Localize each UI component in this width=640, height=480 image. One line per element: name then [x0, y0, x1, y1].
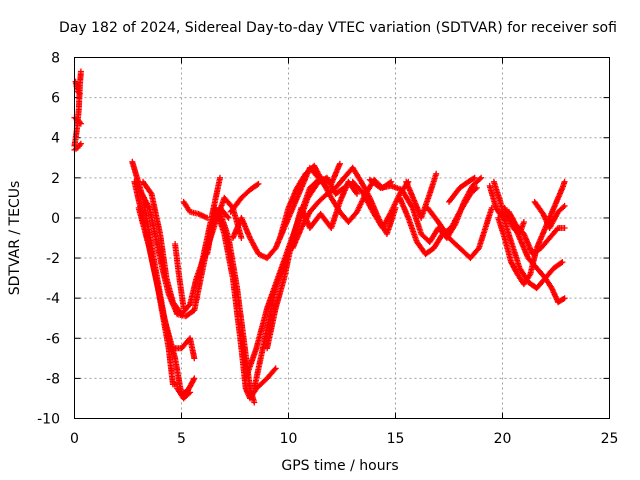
plus-markers — [72, 78, 83, 97]
series-arc-6 — [172, 241, 187, 312]
x-tick-label: 0 — [70, 431, 79, 447]
x-tick-label: 10 — [280, 431, 298, 447]
y-tick-label: 6 — [51, 91, 60, 107]
plus-markers — [217, 208, 258, 406]
plus-markers — [135, 204, 198, 362]
series-arc-early-d — [72, 78, 83, 97]
series-arc-16 — [264, 178, 360, 352]
series-arc-22 — [403, 170, 440, 221]
plus-markers — [229, 164, 330, 262]
plus-markers — [424, 204, 495, 262]
plus-markers — [180, 198, 211, 221]
y-axis-label: SDTVAR / TECUs — [7, 181, 23, 296]
x-tick-label: 15 — [387, 431, 405, 447]
plus-markers — [446, 174, 478, 205]
y-tick-label: -6 — [46, 331, 60, 347]
x-tick-label: 20 — [494, 431, 512, 447]
x-tick-label: 5 — [177, 431, 186, 447]
series-arc-12 — [227, 180, 262, 215]
x-axis-label: GPS time / hours — [281, 458, 398, 474]
plot-frame — [74, 57, 610, 419]
plus-markers — [396, 184, 480, 257]
plus-markers — [227, 180, 262, 215]
series-arc-5 — [135, 204, 198, 362]
series-arc-27 — [495, 178, 568, 288]
series-arc-21 — [396, 184, 480, 257]
series-arc-8 — [174, 385, 194, 402]
plus-markers — [264, 178, 360, 352]
x-tick-label: 25 — [601, 431, 619, 447]
series-arc-13 — [229, 164, 330, 262]
series-arc-24 — [446, 174, 478, 205]
plus-markers — [501, 204, 527, 237]
series-arc-29 — [531, 198, 568, 231]
series-arc-30 — [501, 204, 527, 237]
y-tick-label: 8 — [51, 51, 60, 67]
grid — [74, 57, 610, 419]
y-tick-label: -8 — [46, 371, 60, 387]
plus-markers — [172, 241, 187, 312]
y-tick-label: -10 — [37, 412, 60, 428]
series-arc-9 — [180, 198, 211, 221]
data-points — [71, 68, 568, 406]
chart-title: Day 182 of 2024, Sidereal Day-to-day VTE… — [59, 20, 617, 36]
series-arc-early-a — [71, 68, 84, 149]
plus-markers — [403, 170, 440, 221]
y-tick-label: 2 — [51, 171, 60, 187]
plus-markers — [174, 385, 194, 402]
y-tick-label: -4 — [46, 291, 60, 307]
plus-markers — [531, 198, 568, 231]
y-tick-label: 0 — [51, 211, 60, 227]
series-arc-11 — [217, 208, 258, 406]
series-arc-23 — [424, 204, 495, 262]
plus-markers — [495, 178, 568, 288]
y-tick-label: 4 — [51, 131, 60, 147]
y-tick-label: -2 — [46, 251, 60, 267]
plus-markers — [71, 68, 84, 149]
